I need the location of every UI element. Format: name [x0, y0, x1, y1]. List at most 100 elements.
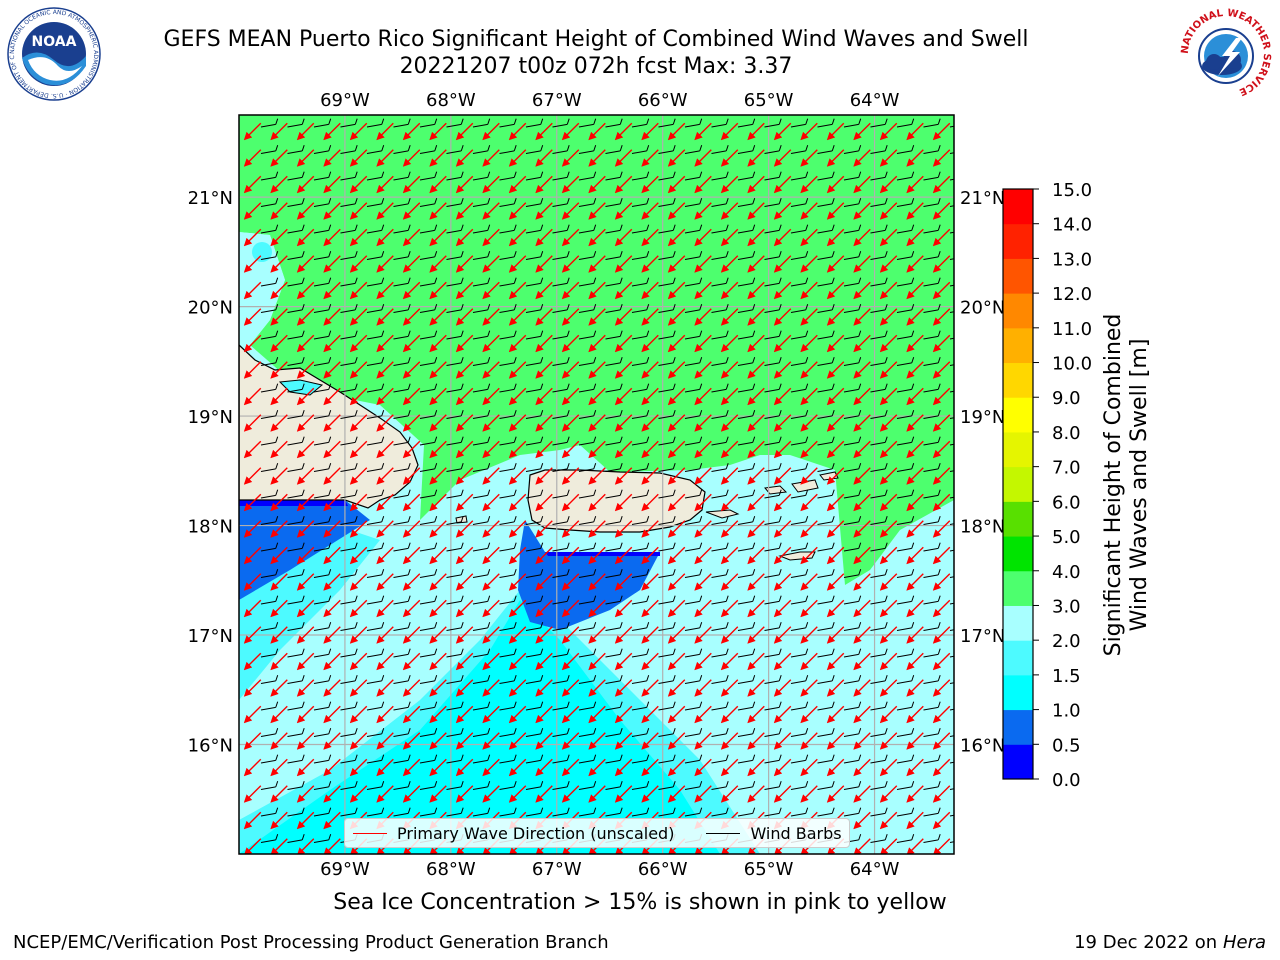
- wind-barb: [817, 547, 833, 552]
- wind-barb: [366, 362, 382, 366]
- credit-date: 19 Dec 2022 on Hera: [1074, 932, 1266, 953]
- wave-arrow: [588, 520, 606, 538]
- wind-barb: [896, 494, 912, 499]
- wind-barb-feather: [407, 330, 411, 337]
- wind-barb: [870, 176, 886, 181]
- wind-barb-feather: [275, 489, 279, 496]
- lat-label-left: 18°N: [188, 517, 233, 538]
- wind-barb: [525, 282, 541, 287]
- wave-arrow: [879, 652, 898, 671]
- wave-arrow: [614, 493, 633, 512]
- wind-barb: [870, 362, 886, 366]
- wave-arrow: [429, 202, 447, 220]
- wind-barb: [472, 362, 488, 366]
- wind-barb: [896, 203, 912, 207]
- wind-barb-feather: [540, 198, 544, 205]
- wind-barb-feather: [566, 622, 570, 629]
- wind-barb-feather: [381, 542, 385, 549]
- wind-barb: [393, 680, 409, 684]
- wind-barb: [393, 203, 409, 207]
- wave-arrow: [720, 228, 739, 247]
- wind-barb: [260, 229, 276, 234]
- wave-arrow: [853, 255, 871, 273]
- wind-barb: [472, 547, 488, 552]
- wind-barb-feather: [965, 728, 967, 734]
- wave-arrow: [296, 122, 315, 141]
- lon-label-bottom: 66°W: [638, 859, 688, 880]
- wind-barb-feather: [911, 224, 915, 231]
- wind-barb: [764, 150, 780, 154]
- wind-barb-feather: [884, 542, 888, 549]
- wind-barb: [605, 627, 621, 631]
- wind-barb-feather: [593, 436, 597, 443]
- wind-barb-feather: [460, 595, 464, 602]
- wave-arrow: [853, 202, 871, 220]
- wave-arrow: [879, 228, 898, 247]
- wind-barb-feather: [619, 118, 623, 125]
- wind-barb: [631, 415, 647, 419]
- wind-barb-feather: [672, 436, 676, 443]
- wave-arrow: [402, 228, 421, 247]
- wave-arrow: [561, 520, 580, 538]
- wave-arrow: [720, 414, 739, 432]
- wave-arrow: [323, 175, 341, 194]
- wave-arrow: [349, 626, 368, 644]
- wind-barb-feather: [381, 224, 385, 231]
- wave-arrow: [853, 573, 871, 591]
- wind-barb: [817, 521, 833, 525]
- wave-arrow: [694, 599, 712, 618]
- wind-barb-feather: [672, 569, 676, 576]
- wind-barb: [260, 362, 276, 366]
- wind-barb-feather: [487, 383, 491, 390]
- wind-barb-feather: [965, 675, 967, 681]
- wind-barb-feather: [328, 145, 332, 152]
- wave-arrow: [270, 679, 288, 697]
- wave-arrow: [932, 308, 951, 326]
- wave-arrow: [614, 599, 633, 618]
- wave-arrow: [296, 202, 315, 220]
- wind-barb-feather: [434, 436, 438, 443]
- wind-barb: [631, 362, 647, 366]
- wave-arrow: [773, 122, 792, 141]
- wind-barb-feather: [884, 436, 888, 443]
- wind-barb: [605, 494, 621, 499]
- wind-barb-feather: [407, 410, 411, 417]
- wave-arrow: [826, 122, 845, 141]
- wave-arrow: [482, 175, 500, 194]
- wind-barb-feather: [911, 542, 915, 549]
- wave-arrow: [879, 361, 898, 379]
- wind-barb-feather: [434, 357, 438, 364]
- wave-arrow: [747, 361, 765, 379]
- wind-barb: [366, 176, 382, 181]
- wave-arrow: [720, 122, 739, 141]
- wave-arrow: [800, 573, 818, 591]
- wind-barb-feather: [460, 516, 464, 523]
- wave-arrow: [906, 520, 924, 538]
- wind-barb: [790, 653, 806, 658]
- wind-barb: [499, 680, 515, 684]
- wind-barb: [896, 150, 912, 154]
- wave-arrow: [323, 679, 341, 697]
- colorbar-label: 0.5: [1052, 735, 1081, 756]
- wind-barb: [711, 309, 727, 313]
- wave-arrow: [906, 387, 924, 406]
- colorbar-label: 9.0: [1052, 388, 1081, 409]
- wind-barb: [658, 547, 674, 552]
- wind-barb: [870, 653, 886, 658]
- nws-logo-icon: NATIONAL WEATHER SERVICE: [1180, 8, 1272, 100]
- wind-barb-feather: [275, 516, 279, 523]
- wind-barb-feather: [301, 251, 305, 258]
- wave-arrow: [296, 467, 315, 485]
- wind-barb-feather: [275, 198, 279, 205]
- wind-barb: [684, 282, 700, 287]
- wind-barb-feather: [646, 622, 650, 629]
- wind-barb-feather: [513, 648, 517, 655]
- wave-arrow: [773, 175, 792, 194]
- wind-barb: [896, 362, 912, 366]
- wind-barb-feather: [593, 569, 597, 576]
- wind-barb-feather: [752, 277, 756, 284]
- wave-arrow: [561, 149, 580, 167]
- wave-arrow: [349, 281, 368, 300]
- wave-arrow: [508, 599, 527, 618]
- wave-arrow: [614, 626, 633, 644]
